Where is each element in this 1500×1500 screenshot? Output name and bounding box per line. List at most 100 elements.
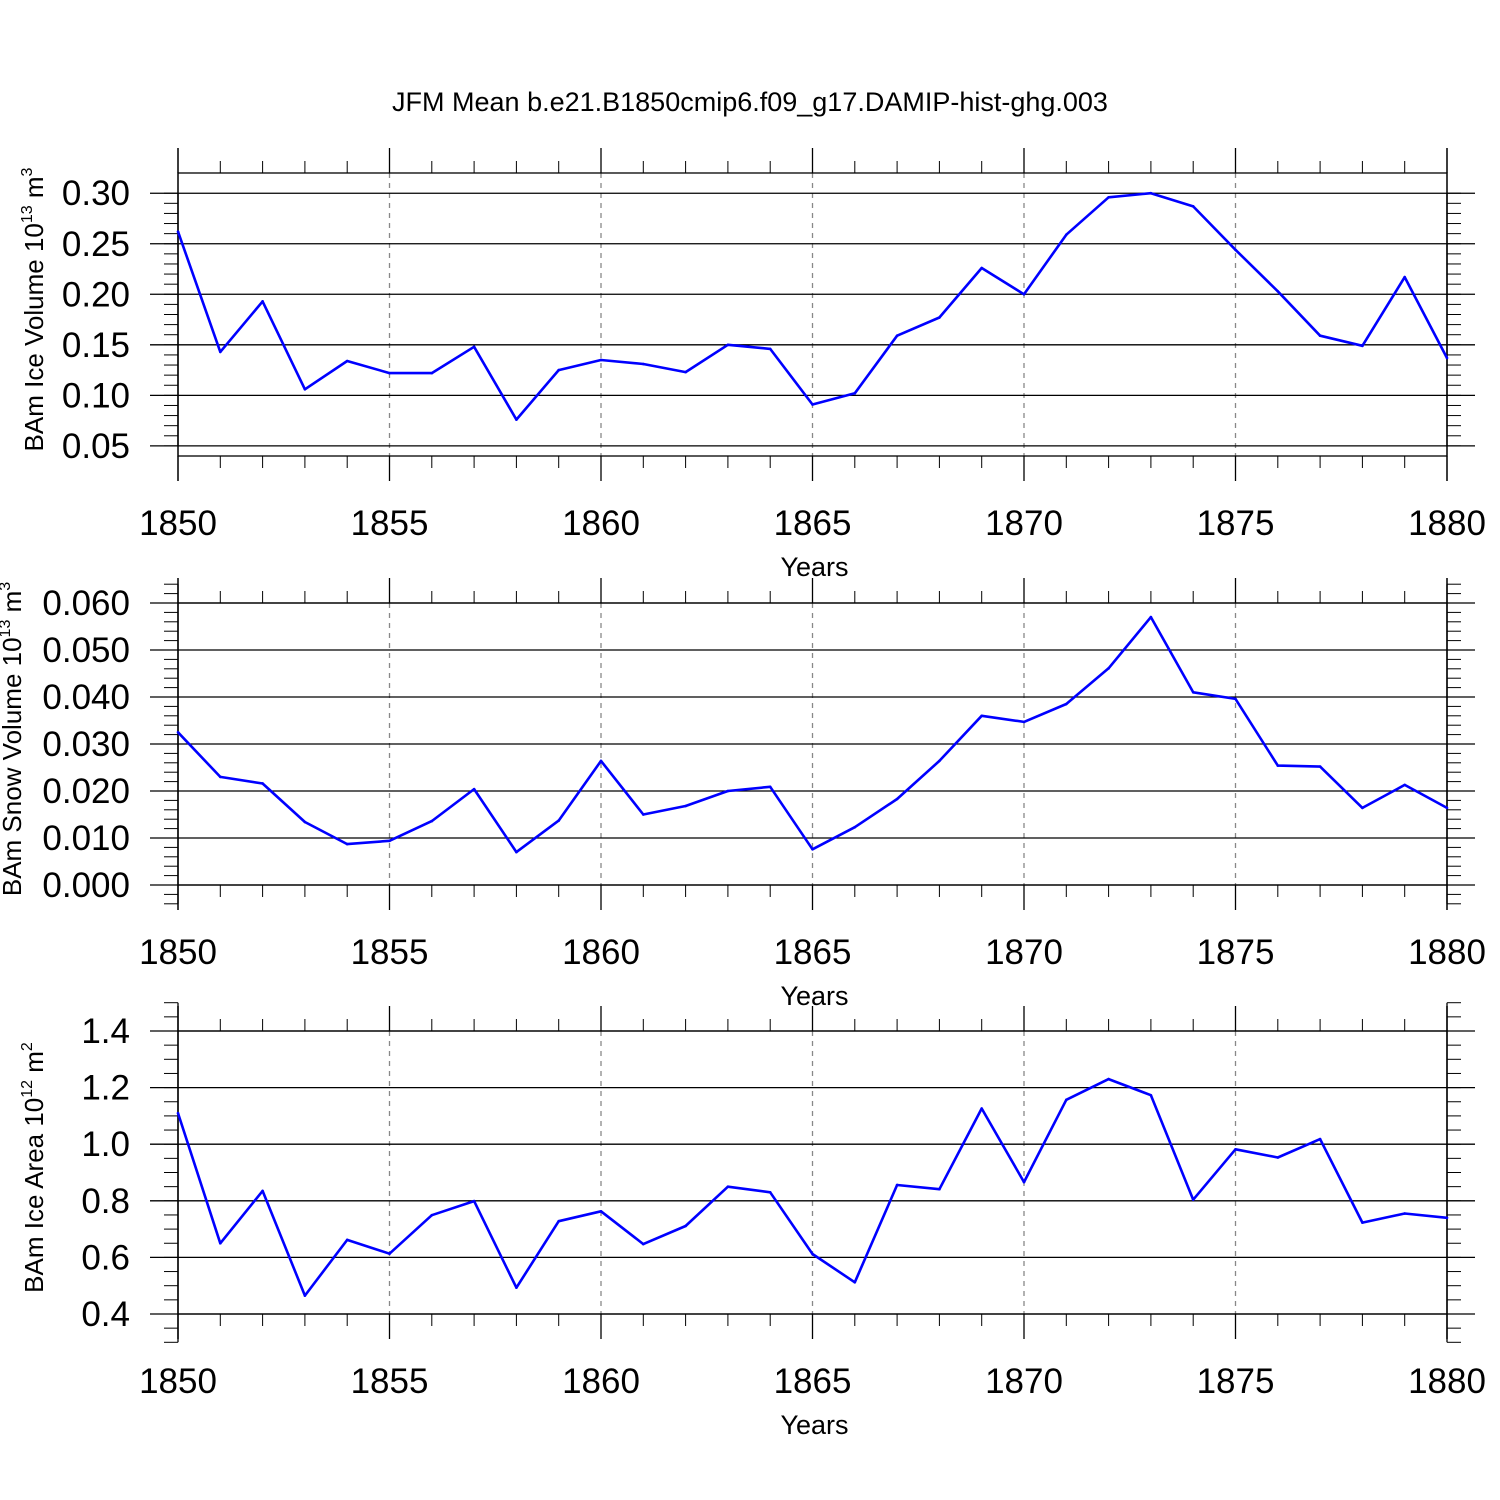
data-point — [599, 1209, 603, 1213]
data-point — [1234, 1147, 1237, 1151]
data-point — [726, 789, 730, 793]
x-tick-label: 1880 — [1408, 933, 1486, 972]
data-point — [1149, 191, 1153, 195]
data-point — [430, 819, 434, 823]
data-point — [642, 813, 645, 816]
data-point — [1445, 356, 1449, 360]
data-point — [1403, 1212, 1406, 1215]
y-tick-label: 0.000 — [42, 866, 130, 905]
data-point — [176, 1111, 180, 1115]
y-tick-label: 0.8 — [81, 1182, 130, 1221]
data-point — [895, 797, 899, 801]
data-point — [684, 1224, 687, 1228]
data-point — [1318, 1137, 1322, 1141]
x-tick-label: 1870 — [985, 504, 1063, 543]
panels: 1850 1855 1860 1865 1870 1875 1880 0.05 0.10 0.15… — [0, 148, 1486, 1440]
y-tick-label: 0.010 — [42, 819, 130, 858]
data-point — [895, 1183, 899, 1187]
y-tick-label: 0.15 — [62, 326, 130, 365]
data-point — [642, 1242, 645, 1246]
data-point — [219, 1241, 222, 1245]
data-point — [726, 343, 730, 347]
data-point — [557, 368, 560, 372]
x-axis-label: Years — [780, 981, 848, 1011]
y-tick-label: 1.4 — [81, 1012, 130, 1051]
data-point — [345, 359, 349, 363]
data-point — [303, 387, 307, 391]
data-point — [938, 1187, 941, 1191]
data-point — [1403, 275, 1406, 279]
data-point — [557, 1219, 560, 1223]
data-point — [1065, 1098, 1068, 1102]
x-tick-label: 1855 — [351, 504, 429, 543]
data-point — [345, 1238, 349, 1242]
data-point — [1234, 697, 1237, 701]
data-point — [472, 345, 476, 349]
data-point — [980, 714, 983, 718]
data-point — [1403, 783, 1406, 787]
data-point — [853, 825, 857, 829]
chart-title: JFM Mean b.e21.B1850cmip6.f09_g17.DAMIP-… — [392, 87, 1108, 117]
data-point — [219, 350, 222, 354]
data-point — [726, 1185, 730, 1188]
data-point — [388, 371, 391, 375]
x-tick-label: 1850 — [139, 933, 217, 972]
x-tick-label: 1865 — [774, 933, 852, 972]
data-point — [895, 334, 899, 338]
data-point — [557, 819, 560, 822]
x-tick-label: 1875 — [1197, 933, 1275, 972]
data-point — [176, 730, 180, 734]
data-point — [219, 775, 222, 779]
x-tick-label: 1880 — [1408, 504, 1486, 543]
x-tick-label: 1870 — [985, 933, 1063, 972]
data-point — [853, 1281, 857, 1284]
data-point — [811, 1252, 814, 1256]
data-point — [1065, 233, 1068, 236]
data-point — [811, 403, 814, 406]
data-point — [768, 785, 772, 789]
data-point — [642, 362, 645, 366]
data-point — [938, 316, 941, 319]
x-axis-label: Years — [780, 1410, 848, 1440]
x-tick-label: 1855 — [351, 1362, 429, 1401]
data-point — [1445, 1216, 1449, 1220]
data-point — [1107, 1077, 1110, 1081]
y-tick-label: 0.10 — [62, 376, 130, 415]
data-point — [684, 804, 687, 808]
data-point — [853, 392, 857, 395]
data-point — [515, 850, 518, 854]
data-point — [599, 759, 603, 763]
data-point — [811, 847, 814, 851]
y-axis-label: BAm Ice Area 1012 m2 — [19, 1042, 49, 1293]
x-tick-label: 1875 — [1197, 504, 1275, 543]
data-point — [938, 759, 941, 763]
x-tick-label: 1860 — [562, 1362, 640, 1401]
y-tick-label: 0.05 — [62, 427, 130, 466]
data-point — [1361, 806, 1364, 810]
data-point — [1022, 720, 1026, 724]
data-point — [1318, 334, 1322, 338]
y-tick-label: 0.020 — [42, 772, 130, 811]
x-tick-label: 1880 — [1408, 1362, 1486, 1401]
data-point — [430, 1213, 434, 1217]
x-tick-label: 1860 — [562, 504, 640, 543]
y-tick-label: 0.30 — [62, 174, 130, 213]
panel-ice-area: 1850 1855 1860 1865 1870 1875 1880 0.4 0.6 0.8 1.0… — [19, 1002, 1486, 1440]
panel-ice-volume: 1850 1855 1860 1865 1870 1875 1880 0.05 0.10 0.15… — [19, 148, 1486, 582]
y-tick-label: 0.050 — [42, 631, 130, 670]
data-point — [1361, 1221, 1364, 1224]
y-tick-label: 0.040 — [42, 678, 130, 717]
y-tick-label: 1.2 — [81, 1069, 130, 1108]
data-point — [1276, 764, 1280, 767]
data-point — [261, 782, 264, 785]
data-point — [515, 418, 518, 421]
data-point — [345, 842, 349, 846]
data-point — [176, 230, 180, 233]
x-tick-label: 1865 — [774, 1362, 852, 1401]
data-point — [1234, 248, 1237, 252]
data-point — [303, 820, 307, 824]
data-point — [684, 370, 687, 374]
x-axis-label: Years — [780, 552, 848, 582]
x-tick-label: 1865 — [774, 504, 852, 543]
